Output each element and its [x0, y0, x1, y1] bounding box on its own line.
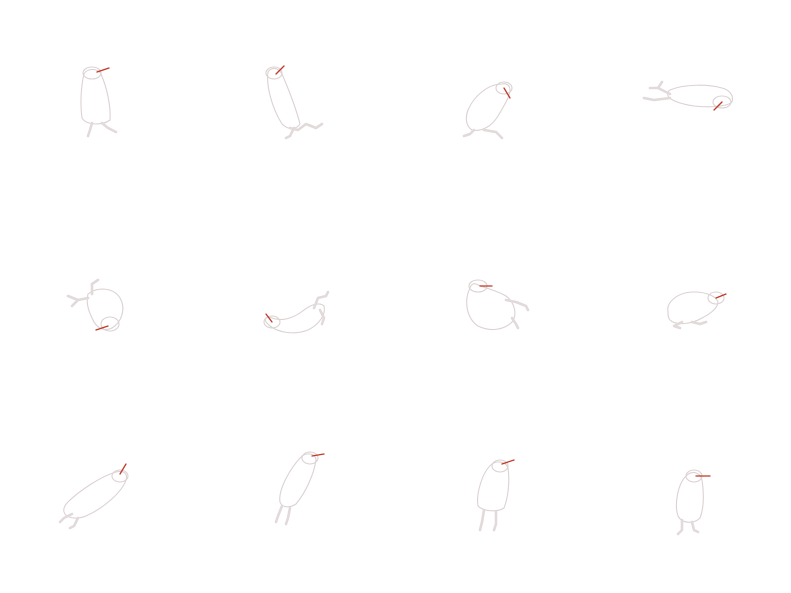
figure-frame-11 [477, 459, 515, 532]
kiwi-bird-icon [58, 463, 129, 530]
figure-frame-6 [263, 290, 330, 334]
figure-frame-2 [265, 65, 324, 140]
figure-frame-5 [66, 278, 124, 332]
figure-frame-3 [462, 81, 513, 140]
figure-frame-1 [80, 66, 118, 138]
kiwi-bird-icon [263, 290, 330, 334]
kiwi-bird-icon [66, 278, 124, 332]
figure-frame-12 [675, 469, 711, 536]
figure-frame-4 [642, 80, 734, 111]
kiwi-bird-icon [80, 66, 118, 138]
kiwi-bird-icon [477, 459, 515, 532]
figure-frame-10 [274, 451, 325, 526]
kiwi-bird-icon [462, 81, 513, 140]
kiwi-bird-icon [675, 469, 711, 536]
kiwi-bird-icon [466, 279, 530, 331]
figure-frame-9 [58, 463, 129, 530]
kiwi-bird-icon [274, 451, 325, 526]
figure-frame-7 [466, 279, 530, 331]
kiwi-bird-icon [265, 65, 324, 140]
kiwi-bird-icon [667, 291, 727, 330]
kiwi-bird-icon [642, 80, 734, 111]
figure-frame-8 [667, 291, 727, 330]
